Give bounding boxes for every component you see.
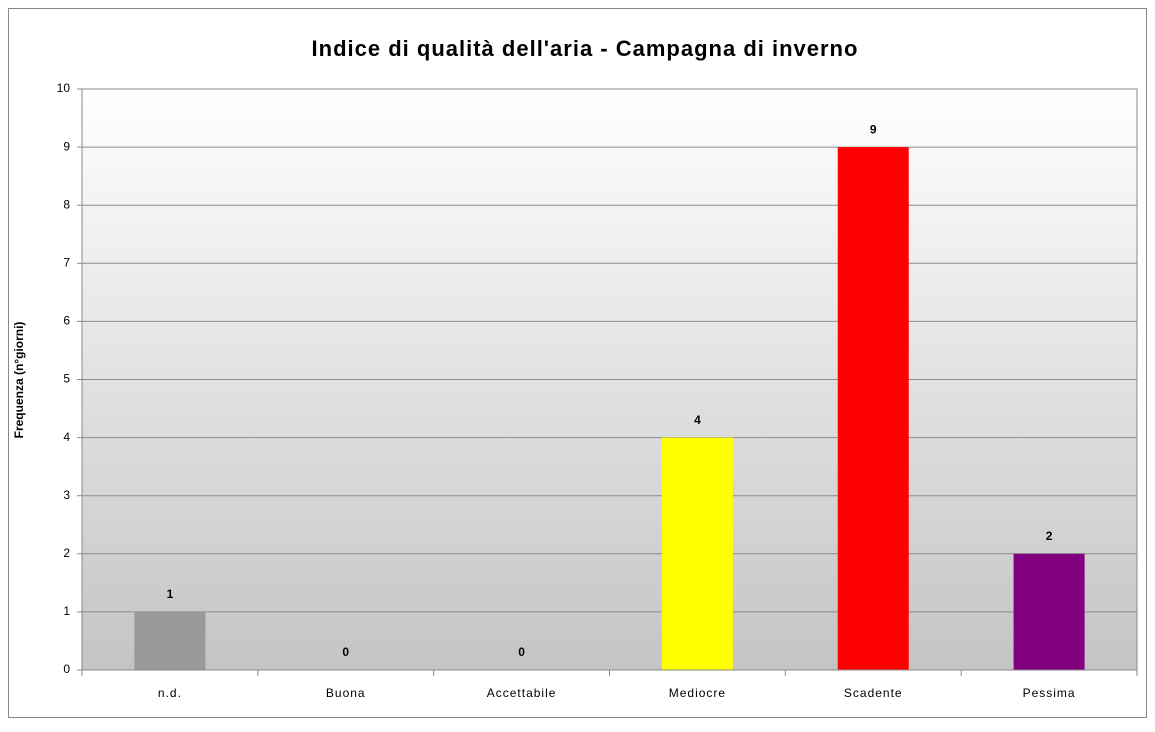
y-tick-label: 3 [63,488,70,502]
x-tick-label: Accettabile [487,686,557,700]
chart-title: Indice di qualità dell'aria - Campagna d… [312,36,859,61]
y-tick-label: 8 [63,197,70,211]
data-label: 0 [518,645,525,659]
x-tick-label: Buona [326,686,366,700]
y-axis-title: Frequenza (n°giorni) [12,322,26,439]
data-label: 9 [870,122,877,136]
bar [661,437,733,670]
bar [134,611,206,670]
data-label: 0 [342,645,349,659]
y-tick-label: 2 [63,546,70,560]
data-label: 2 [1046,529,1053,543]
y-tick-label: 9 [63,139,70,153]
y-tick-label: 1 [63,604,70,618]
x-tick-label: Scadente [844,686,903,700]
y-tick-label: 0 [63,662,70,676]
data-label: 4 [694,413,701,427]
y-tick-label: 6 [63,314,70,328]
y-tick-label: 5 [63,372,70,386]
y-tick-label: 4 [63,430,70,444]
bar [837,147,909,671]
y-tick-label: 10 [57,81,71,95]
data-label: 1 [167,587,174,601]
x-tick-label: n.d. [158,686,182,700]
x-tick-label: Mediocre [669,686,726,700]
y-tick-label: 7 [63,255,70,269]
x-tick-label: Pessima [1023,686,1076,700]
bar [1013,553,1085,670]
